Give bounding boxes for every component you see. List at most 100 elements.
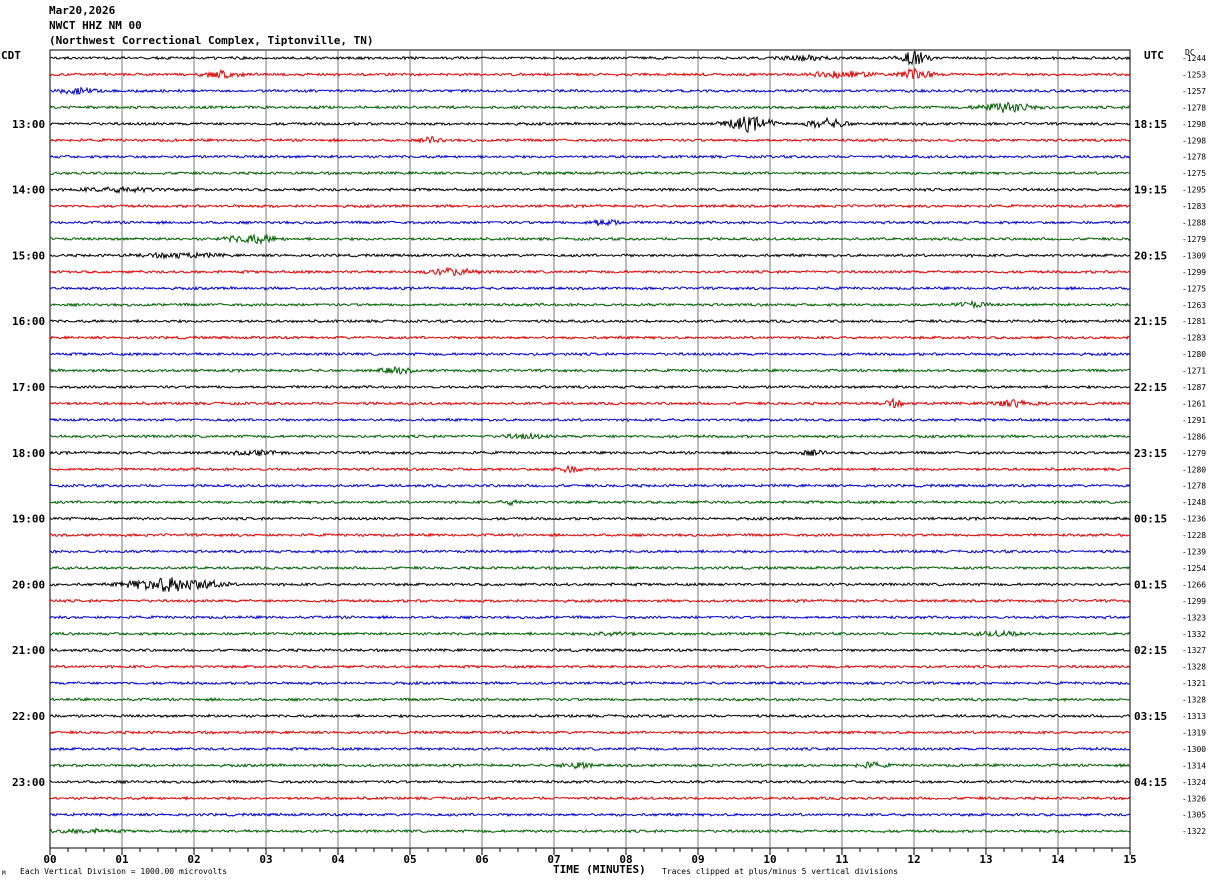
header-station: NWCT HHZ NM 00: [49, 19, 142, 32]
utc-hour-label: 00:15: [1134, 513, 1167, 526]
seismic-trace: [49, 101, 1131, 113]
seismic-trace: [49, 203, 1131, 209]
dc-offset-label: -1298: [1182, 136, 1206, 145]
dc-offset-label: -1236: [1182, 515, 1206, 524]
dc-offset-label: -1323: [1182, 613, 1206, 622]
utc-hour-label: 01:15: [1134, 578, 1167, 591]
utc-hour-label: 04:15: [1134, 776, 1167, 789]
seismic-trace: [49, 233, 1131, 246]
seismic-trace: [49, 154, 1131, 160]
seismic-trace: [49, 779, 1131, 785]
seismic-trace: [49, 647, 1131, 653]
seismic-trace: [49, 516, 1131, 522]
seismic-trace: [49, 629, 1131, 638]
x-tick-label: 06: [475, 853, 489, 866]
seismic-trace: [49, 532, 1131, 538]
dc-offset-label: -1305: [1182, 811, 1206, 820]
utc-hour-label: 02:15: [1134, 644, 1167, 657]
dc-offset-label: -1299: [1182, 597, 1206, 606]
seismic-trace: [49, 351, 1131, 357]
seismic-trace: [49, 680, 1131, 686]
seismic-trace: [49, 67, 1131, 80]
dc-offset-label: -1283: [1182, 202, 1206, 211]
dc-offset-label: -1288: [1182, 219, 1206, 228]
x-tick-label: 01: [115, 853, 129, 866]
x-tick-label: 12: [907, 853, 920, 866]
utc-hour-label: 20:15: [1134, 249, 1167, 262]
dc-offset-label: -1324: [1182, 778, 1206, 787]
dc-offset-label: -1261: [1182, 399, 1206, 408]
seismic-trace: [49, 285, 1131, 291]
dc-offset-label: -1254: [1182, 564, 1206, 573]
dc-offset-label: -1266: [1182, 580, 1206, 589]
dc-offset-label: -1332: [1182, 630, 1206, 639]
utc-hour-label: 19:15: [1134, 184, 1167, 197]
dc-offset-label: -1322: [1182, 827, 1206, 836]
seismic-trace: [49, 795, 1131, 801]
dc-offset-label: -1280: [1182, 465, 1206, 474]
x-tick-label: 08: [619, 853, 632, 866]
dc-offset-label: -1239: [1182, 548, 1206, 557]
seismic-trace: [49, 565, 1131, 571]
x-tick-label: 15: [1123, 853, 1136, 866]
cdt-hour-label: 14:00: [12, 184, 45, 197]
dc-offset-label: -1321: [1182, 679, 1206, 688]
dc-offset-label: -1280: [1182, 350, 1206, 359]
seismic-trace: [50, 431, 1131, 440]
x-tick-label: 04: [331, 853, 345, 866]
dc-offset-label: -1309: [1182, 251, 1206, 260]
dc-offset-label: -1298: [1182, 120, 1206, 129]
x-tick-label: 03: [259, 853, 272, 866]
dc-offset-label: -1275: [1182, 284, 1206, 293]
plot-frame: [49, 49, 1131, 849]
seismic-trace: [49, 448, 1131, 457]
utc-hour-label: 21:15: [1134, 315, 1167, 328]
seismic-trace: [49, 696, 1131, 703]
dc-offset-label: -1278: [1182, 482, 1206, 491]
dc-offset-label: -1278: [1182, 153, 1206, 162]
dc-offset-label: -1253: [1182, 70, 1206, 79]
dc-offset-label: -1299: [1182, 268, 1206, 277]
seismic-trace: [49, 548, 1131, 555]
cdt-hour-label: 16:00: [12, 315, 45, 328]
seismic-trace: [49, 577, 1131, 593]
seismic-trace: [49, 86, 1130, 96]
left-timezone-label: CDT: [1, 49, 21, 62]
dc-offset-label: -1271: [1182, 367, 1206, 376]
seismic-trace: [49, 170, 1131, 176]
cdt-hour-label: 15:00: [12, 249, 45, 262]
right-timezone-label: UTC: [1144, 49, 1164, 62]
cdt-hour-label: 23:00: [12, 776, 45, 789]
x-tick-label: 02: [187, 853, 200, 866]
cdt-hour-label: 18:00: [12, 447, 45, 460]
seismic-trace: [49, 218, 1131, 227]
utc-hour-label: 22:15: [1134, 381, 1167, 394]
dc-offset-label: -1327: [1182, 646, 1206, 655]
seismic-trace: [49, 299, 1131, 310]
seismic-trace: [49, 396, 1131, 409]
dc-offset-label: -1275: [1182, 169, 1206, 178]
dc-offset-label: -1291: [1182, 416, 1206, 425]
seismic-trace: [49, 729, 1131, 736]
x-tick-label: 05: [403, 853, 416, 866]
seismic-trace: [49, 115, 1131, 133]
dc-offset-label: -1295: [1182, 186, 1206, 195]
dc-offset-label: -1263: [1182, 301, 1206, 310]
seismic-trace: [49, 365, 1131, 376]
seismic-trace: [49, 250, 1131, 261]
seismic-trace: [49, 746, 1131, 752]
utc-hour-label: 23:15: [1134, 447, 1167, 460]
seismic-trace: [49, 664, 1131, 670]
dc-offset-label: -1279: [1182, 449, 1206, 458]
x-tick-label: 09: [691, 853, 704, 866]
dc-offset-label: -1278: [1182, 103, 1206, 112]
utc-hour-label: 03:15: [1134, 710, 1167, 723]
x-tick-label: 14: [1051, 853, 1065, 866]
cdt-hour-label: 17:00: [12, 381, 45, 394]
dc-offset-label: -1286: [1182, 432, 1206, 441]
dc-offset-label: -1257: [1182, 87, 1206, 96]
dc-offset-label: -1248: [1182, 498, 1206, 507]
seismic-trace: [49, 50, 1131, 66]
seismic-trace: [50, 464, 1131, 474]
